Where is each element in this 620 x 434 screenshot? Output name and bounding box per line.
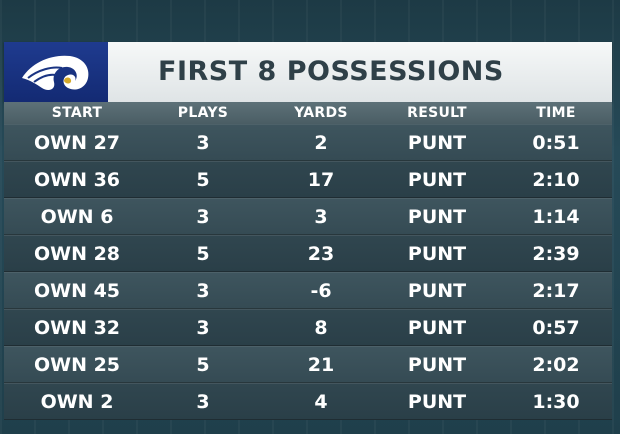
column-header-time: TIME [536,105,576,121]
title: FIRST 8 POSSESSIONS [158,56,504,87]
cell-plays: 5 [196,243,210,265]
cell-result: PUNT [407,317,467,339]
column-header-start: START [51,105,103,121]
cell-result: PUNT [407,280,467,302]
cell-start: OWN 6 [40,206,114,228]
cell-start: OWN 2 [40,391,114,413]
cell-result: PUNT [407,132,467,154]
cell-yards: 3 [314,206,328,228]
cell-time: 2:39 [532,243,580,265]
table-row: OWN 32 3 8 PUNT 0:57 [4,309,612,346]
cell-result: PUNT [407,206,467,228]
cell-result: PUNT [407,243,467,265]
cell-yards: 2 [314,132,328,154]
table-row: OWN 6 3 3 PUNT 1:14 [4,198,612,235]
cell-start: OWN 36 [33,169,121,191]
column-header-row: START PLAYS YARDS RESULT TIME [4,102,612,124]
cell-plays: 3 [196,280,210,302]
table-row: OWN 25 5 21 PUNT 2:02 [4,346,612,383]
cell-yards: 4 [314,391,328,413]
table-row: OWN 45 3 -6 PUNT 2:17 [4,272,612,309]
cell-start: OWN 45 [33,280,121,302]
cell-start: OWN 25 [33,354,121,376]
cell-plays: 5 [196,354,210,376]
possessions-table: OWN 27 3 2 PUNT 0:51 OWN 36 5 17 PUNT 2:… [4,124,612,420]
cell-time: 2:02 [532,354,580,376]
rams-horn-icon [22,55,89,90]
cell-yards: -6 [310,280,332,302]
cell-time: 1:14 [532,206,580,228]
table-row: OWN 28 5 23 PUNT 2:39 [4,235,612,272]
cell-start: OWN 32 [33,317,121,339]
cell-plays: 3 [196,391,210,413]
table-row: OWN 27 3 2 PUNT 0:51 [4,124,612,161]
cell-start: OWN 27 [33,132,121,154]
column-header-plays: PLAYS [177,105,229,121]
cell-plays: 3 [196,132,210,154]
cell-result: PUNT [407,169,467,191]
cell-time: 0:57 [532,317,580,339]
cell-time: 2:10 [532,169,580,191]
cell-result: PUNT [407,354,467,376]
cell-plays: 3 [196,317,210,339]
cell-time: 1:30 [532,391,580,413]
team-logo [4,42,108,102]
cell-plays: 5 [196,169,210,191]
cell-start: OWN 28 [33,243,121,265]
cell-plays: 3 [196,206,210,228]
table-row: OWN 36 5 17 PUNT 2:10 [4,161,612,198]
title-bar: FIRST 8 POSSESSIONS [4,42,612,102]
cell-time: 2:17 [532,280,580,302]
table-row: OWN 2 3 4 PUNT 1:30 [4,383,612,420]
cell-yards: 17 [307,169,335,191]
cell-time: 0:51 [532,132,580,154]
cell-yards: 8 [314,317,328,339]
cell-result: PUNT [407,391,467,413]
column-header-yards: YARDS [294,105,348,121]
cell-yards: 21 [307,354,335,376]
cell-yards: 23 [307,243,335,265]
possessions-graphic: FIRST 8 POSSESSIONS START PLAYS YARDS RE… [4,42,612,434]
column-header-result: RESULT [407,105,467,121]
